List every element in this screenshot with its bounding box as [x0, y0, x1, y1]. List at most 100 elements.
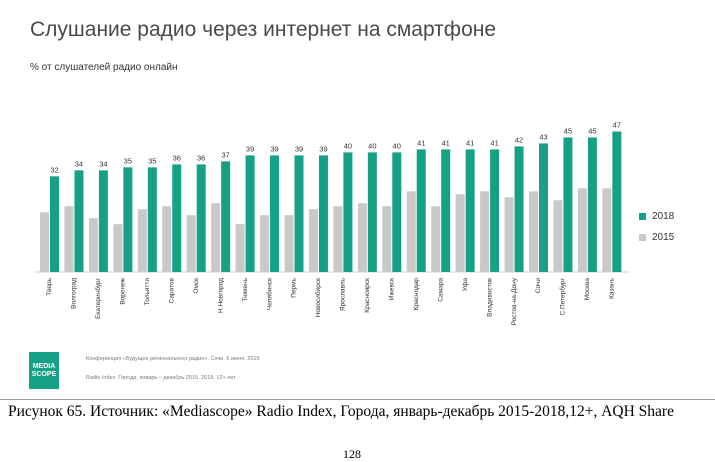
category-tick-label: С.Петербург: [559, 277, 567, 315]
category-tick-label: Сочи: [535, 278, 542, 294]
category-tick-label: Уфа: [462, 278, 469, 291]
data-label-2018: 37: [221, 150, 229, 159]
data-label-2018: 36: [173, 153, 181, 162]
bar-2018: [147, 167, 157, 272]
category-tick-label: Тольятти: [144, 278, 151, 306]
data-label-2018: 32: [50, 165, 58, 174]
bar-2015: [333, 206, 343, 272]
data-label-2018: 47: [613, 120, 621, 129]
bar-2015: [529, 191, 538, 272]
data-label-2018: 45: [564, 126, 572, 135]
figure-caption: Рисунок 65. Источник: «Mediascope» Radio…: [8, 403, 674, 420]
category-tick-label: Екатеринбург: [94, 277, 102, 319]
category-tick-label: Воронеж: [120, 277, 127, 304]
chart-title: Слушание радио через интернет на смартфо…: [30, 18, 497, 41]
bar-2018: [490, 149, 500, 272]
category-tick-label: Тюмень: [242, 277, 249, 301]
data-label-2018: 40: [344, 141, 352, 150]
category-tick-label: Ростов-на-Дону: [511, 277, 518, 325]
category-tick-label: Новосибирск: [314, 278, 322, 317]
data-label-2018: 41: [442, 138, 450, 147]
mediascope-logo: MEDIA SCOPE: [29, 352, 59, 389]
category-tick-label: Волгоград: [71, 278, 78, 309]
data-label-2018: 41: [417, 138, 425, 147]
bar-2018: [514, 146, 524, 272]
bar-2018: [98, 170, 108, 272]
category-tick-label: Саратов: [168, 277, 175, 303]
data-label-2018: 39: [295, 144, 303, 153]
bar-2018: [539, 143, 548, 272]
data-label-2018: 39: [319, 144, 327, 153]
bar-2015: [382, 206, 392, 272]
bar-2015: [260, 215, 270, 272]
legend-item-2018: 2018: [639, 211, 674, 222]
logo-text: MEDIA SCOPE: [31, 362, 57, 378]
category-tick-label: Ижевск: [389, 278, 396, 300]
bar-2018: [221, 161, 231, 272]
bar-2018: [318, 155, 328, 272]
bar-2015: [504, 197, 514, 272]
bar-2015: [308, 209, 318, 272]
bar-2015: [40, 212, 49, 272]
bar-2018: [123, 167, 133, 272]
bar-2015: [235, 224, 245, 272]
bar-2015: [186, 215, 196, 272]
bar-2015: [88, 218, 98, 272]
data-label-2018: 41: [490, 138, 498, 147]
category-tick-label: Самара: [437, 278, 444, 302]
bar-2018: [441, 149, 451, 272]
bar-2015: [162, 206, 172, 272]
bar-2018: [196, 164, 206, 272]
data-label-2018: 45: [588, 126, 596, 135]
category-tick-label: Пермь: [291, 277, 298, 297]
bar-2015: [137, 209, 147, 272]
bar-2018: [465, 149, 475, 272]
category-tick-label: Тверь: [46, 277, 53, 295]
footer-source-note: Radio Index. Города, январь – декабрь 20…: [86, 375, 236, 381]
data-label-2018: 34: [75, 159, 83, 168]
category-tick-label: Н.Новгород: [217, 278, 224, 313]
category-tick-label: Краснодар: [413, 278, 420, 311]
bar-2018: [612, 131, 622, 272]
data-label-2018: 40: [368, 141, 376, 150]
bar-2018: [245, 155, 255, 272]
bar-chart: 32 Тверь 34 Волгоград 34 Екатеринбург 35 Вороне…: [34, 120, 630, 325]
bar-2015: [211, 203, 221, 272]
data-label-2018: 34: [99, 159, 107, 168]
bar-2015: [455, 194, 465, 272]
bar-2018: [270, 155, 280, 272]
bar-2015: [577, 188, 587, 272]
bar-2018: [294, 155, 304, 272]
bar-2015: [64, 206, 74, 272]
data-label-2018: 35: [148, 156, 156, 165]
legend-label-2018: 2018: [652, 211, 675, 222]
bar-2015: [357, 203, 367, 272]
presentation-slide: Слушание радио через интернет на смартфо…: [0, 18, 715, 400]
bar-2018: [172, 164, 182, 272]
bar-2015: [406, 191, 416, 272]
bar-2018: [343, 152, 353, 272]
bar-2015: [284, 215, 294, 272]
data-label-2018: 35: [124, 156, 132, 165]
category-tick-label: Владивосток: [486, 278, 493, 317]
bar-2015: [113, 224, 123, 272]
chart-subtitle: % от слушателей радио онлайн: [30, 62, 178, 73]
bar-2018: [587, 137, 597, 272]
legend-swatch-2018: [639, 213, 646, 220]
bar-2018: [367, 152, 377, 272]
footer-conference-note: Конференция «Будущее регионального радио…: [86, 356, 260, 362]
category-tick-label: Казань: [609, 277, 616, 299]
data-label-2018: 41: [466, 138, 474, 147]
category-tick-label: Ярославль: [340, 277, 347, 311]
data-label-2018: 36: [197, 153, 205, 162]
bar-2018: [416, 149, 426, 272]
bar-2015: [480, 191, 490, 272]
bar-2015: [553, 200, 563, 272]
category-tick-label: Челябинск: [265, 278, 273, 310]
bar-2018: [563, 137, 573, 272]
category-tick-label: Москва: [584, 278, 591, 301]
legend-swatch-2015: [639, 234, 646, 241]
bar-2015: [602, 188, 612, 272]
bar-2015: [431, 206, 441, 272]
data-label-2018: 40: [393, 141, 401, 150]
